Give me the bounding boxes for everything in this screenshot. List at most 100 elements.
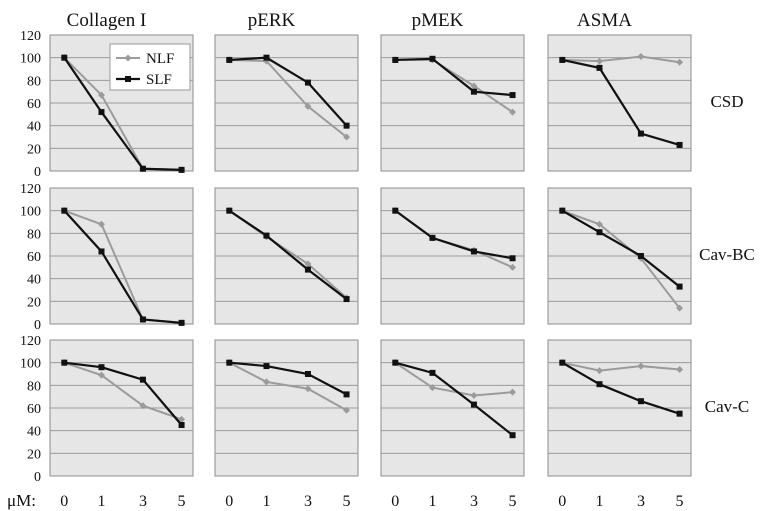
y-tick-label-row2-60: 60 — [27, 250, 41, 265]
x-tick-label-col4-5: 5 — [676, 493, 684, 510]
point-slf-x5 — [344, 123, 350, 129]
point-slf-x1 — [429, 370, 435, 376]
panel-cav-c-pmek — [381, 340, 524, 476]
point-slf-x0 — [61, 208, 67, 214]
legend-marker-slf — [125, 76, 131, 82]
x-tick-label-col4-0: 0 — [558, 493, 566, 510]
point-slf-x5 — [344, 296, 350, 302]
x-tick-label-col3-0: 0 — [391, 493, 399, 510]
point-slf-x3 — [638, 253, 644, 259]
y-tick-label-row2-100: 100 — [20, 205, 41, 220]
y-tick-label-row3-100: 100 — [20, 357, 41, 372]
point-slf-x0 — [226, 57, 232, 63]
point-slf-x5 — [510, 255, 516, 261]
panel-cav-bc-collagen-i — [50, 188, 193, 326]
y-tick-label-row3-120: 120 — [20, 334, 41, 349]
y-tick-label-row3-60: 60 — [27, 402, 41, 417]
y-tick-label-row2-0: 0 — [34, 318, 41, 333]
point-slf-x0 — [559, 57, 565, 63]
point-slf-x3 — [638, 131, 644, 137]
x-tick-label-col1-3: 3 — [139, 493, 147, 510]
point-slf-x5 — [179, 167, 185, 173]
panel-cav-c-perk — [215, 340, 358, 476]
y-tick-label-row1-100: 100 — [20, 52, 41, 67]
row-label-csd: CSD — [710, 92, 743, 111]
point-slf-x0 — [226, 360, 232, 366]
panel-cav-bc-pmek — [381, 188, 524, 324]
panel-csd-asma — [548, 35, 691, 171]
point-slf-x0 — [392, 57, 398, 63]
point-slf-x1 — [596, 381, 602, 387]
y-tick-label-row1-0: 0 — [34, 165, 41, 180]
point-slf-x3 — [305, 80, 311, 86]
panel-csd-perk — [215, 35, 358, 171]
point-slf-x1 — [263, 363, 269, 369]
x-tick-label-col3-3: 3 — [470, 493, 478, 510]
x-tick-label-col1-1: 1 — [97, 493, 105, 510]
point-slf-x3 — [471, 402, 477, 408]
point-slf-x5 — [510, 432, 516, 438]
y-tick-label-row2-120: 120 — [20, 182, 41, 197]
legend: NLF SLF — [110, 44, 190, 90]
x-tick-label-col4-1: 1 — [595, 493, 603, 510]
y-tick-label-row2-40: 40 — [27, 273, 41, 288]
x-tick-label-col2-0: 0 — [225, 493, 233, 510]
point-slf-x1 — [429, 56, 435, 62]
y-tick-label-row3-0: 0 — [34, 470, 41, 485]
y-tick-label-row1-80: 80 — [27, 74, 41, 89]
x-tick-label-col3-5: 5 — [509, 493, 517, 510]
point-slf-x3 — [638, 398, 644, 404]
point-slf-x3 — [305, 267, 311, 273]
panel-cav-c-asma — [548, 340, 691, 476]
point-slf-x5 — [179, 320, 185, 326]
column-header-asma: ASMA — [577, 10, 632, 31]
x-tick-label-col2-5: 5 — [343, 493, 351, 510]
row-label-cav-bc: Cav-BC — [699, 245, 755, 264]
point-slf-x3 — [471, 248, 477, 254]
panel-cav-c-collagen-i — [50, 340, 193, 476]
point-slf-x5 — [677, 411, 683, 417]
point-slf-x3 — [140, 377, 146, 383]
column-header-pmek: pMEK — [412, 10, 464, 31]
point-slf-x5 — [677, 284, 683, 290]
y-tick-label-row1-40: 40 — [27, 120, 41, 135]
point-slf-x5 — [179, 422, 185, 428]
y-tick-label-row2-20: 20 — [27, 295, 41, 310]
x-tick-label-col3-1: 1 — [428, 493, 436, 510]
panel-csd-pmek — [381, 35, 524, 171]
point-slf-x3 — [471, 89, 477, 95]
point-slf-x1 — [596, 229, 602, 235]
y-tick-label-row3-20: 20 — [27, 447, 41, 462]
y-tick-label-row1-60: 60 — [27, 97, 41, 112]
point-slf-x5 — [344, 391, 350, 397]
x-tick-label-col2-3: 3 — [304, 493, 312, 510]
point-slf-x5 — [677, 142, 683, 148]
column-header-collagen-i: Collagen I — [67, 10, 147, 31]
row-label-cav-c: Cav-C — [705, 397, 749, 416]
legend-label-slf: SLF — [146, 72, 172, 88]
point-slf-x0 — [61, 55, 67, 61]
point-slf-x1 — [429, 235, 435, 241]
point-slf-x3 — [305, 371, 311, 377]
point-slf-x5 — [510, 92, 516, 98]
point-slf-x1 — [263, 233, 269, 239]
column-header-perk: pERK — [248, 10, 296, 31]
point-slf-x1 — [98, 248, 104, 254]
panel-cav-bc-asma — [548, 188, 691, 324]
point-slf-x1 — [98, 109, 104, 115]
point-slf-x0 — [226, 208, 232, 214]
point-slf-x1 — [98, 364, 104, 370]
panel-cav-bc-perk — [215, 188, 358, 324]
y-tick-label-row3-80: 80 — [27, 379, 41, 394]
x-tick-label-col1-0: 0 — [60, 493, 68, 510]
point-slf-x0 — [392, 208, 398, 214]
point-slf-x1 — [263, 55, 269, 61]
point-slf-x0 — [61, 360, 67, 366]
y-tick-label-row1-120: 120 — [20, 29, 41, 44]
x-axis-unit-label: μM: — [7, 491, 36, 510]
point-slf-x0 — [392, 360, 398, 366]
point-slf-x0 — [559, 360, 565, 366]
y-tick-label-row2-80: 80 — [27, 227, 41, 242]
y-tick-label-row1-20: 20 — [27, 142, 41, 157]
y-tick-label-row3-40: 40 — [27, 425, 41, 440]
